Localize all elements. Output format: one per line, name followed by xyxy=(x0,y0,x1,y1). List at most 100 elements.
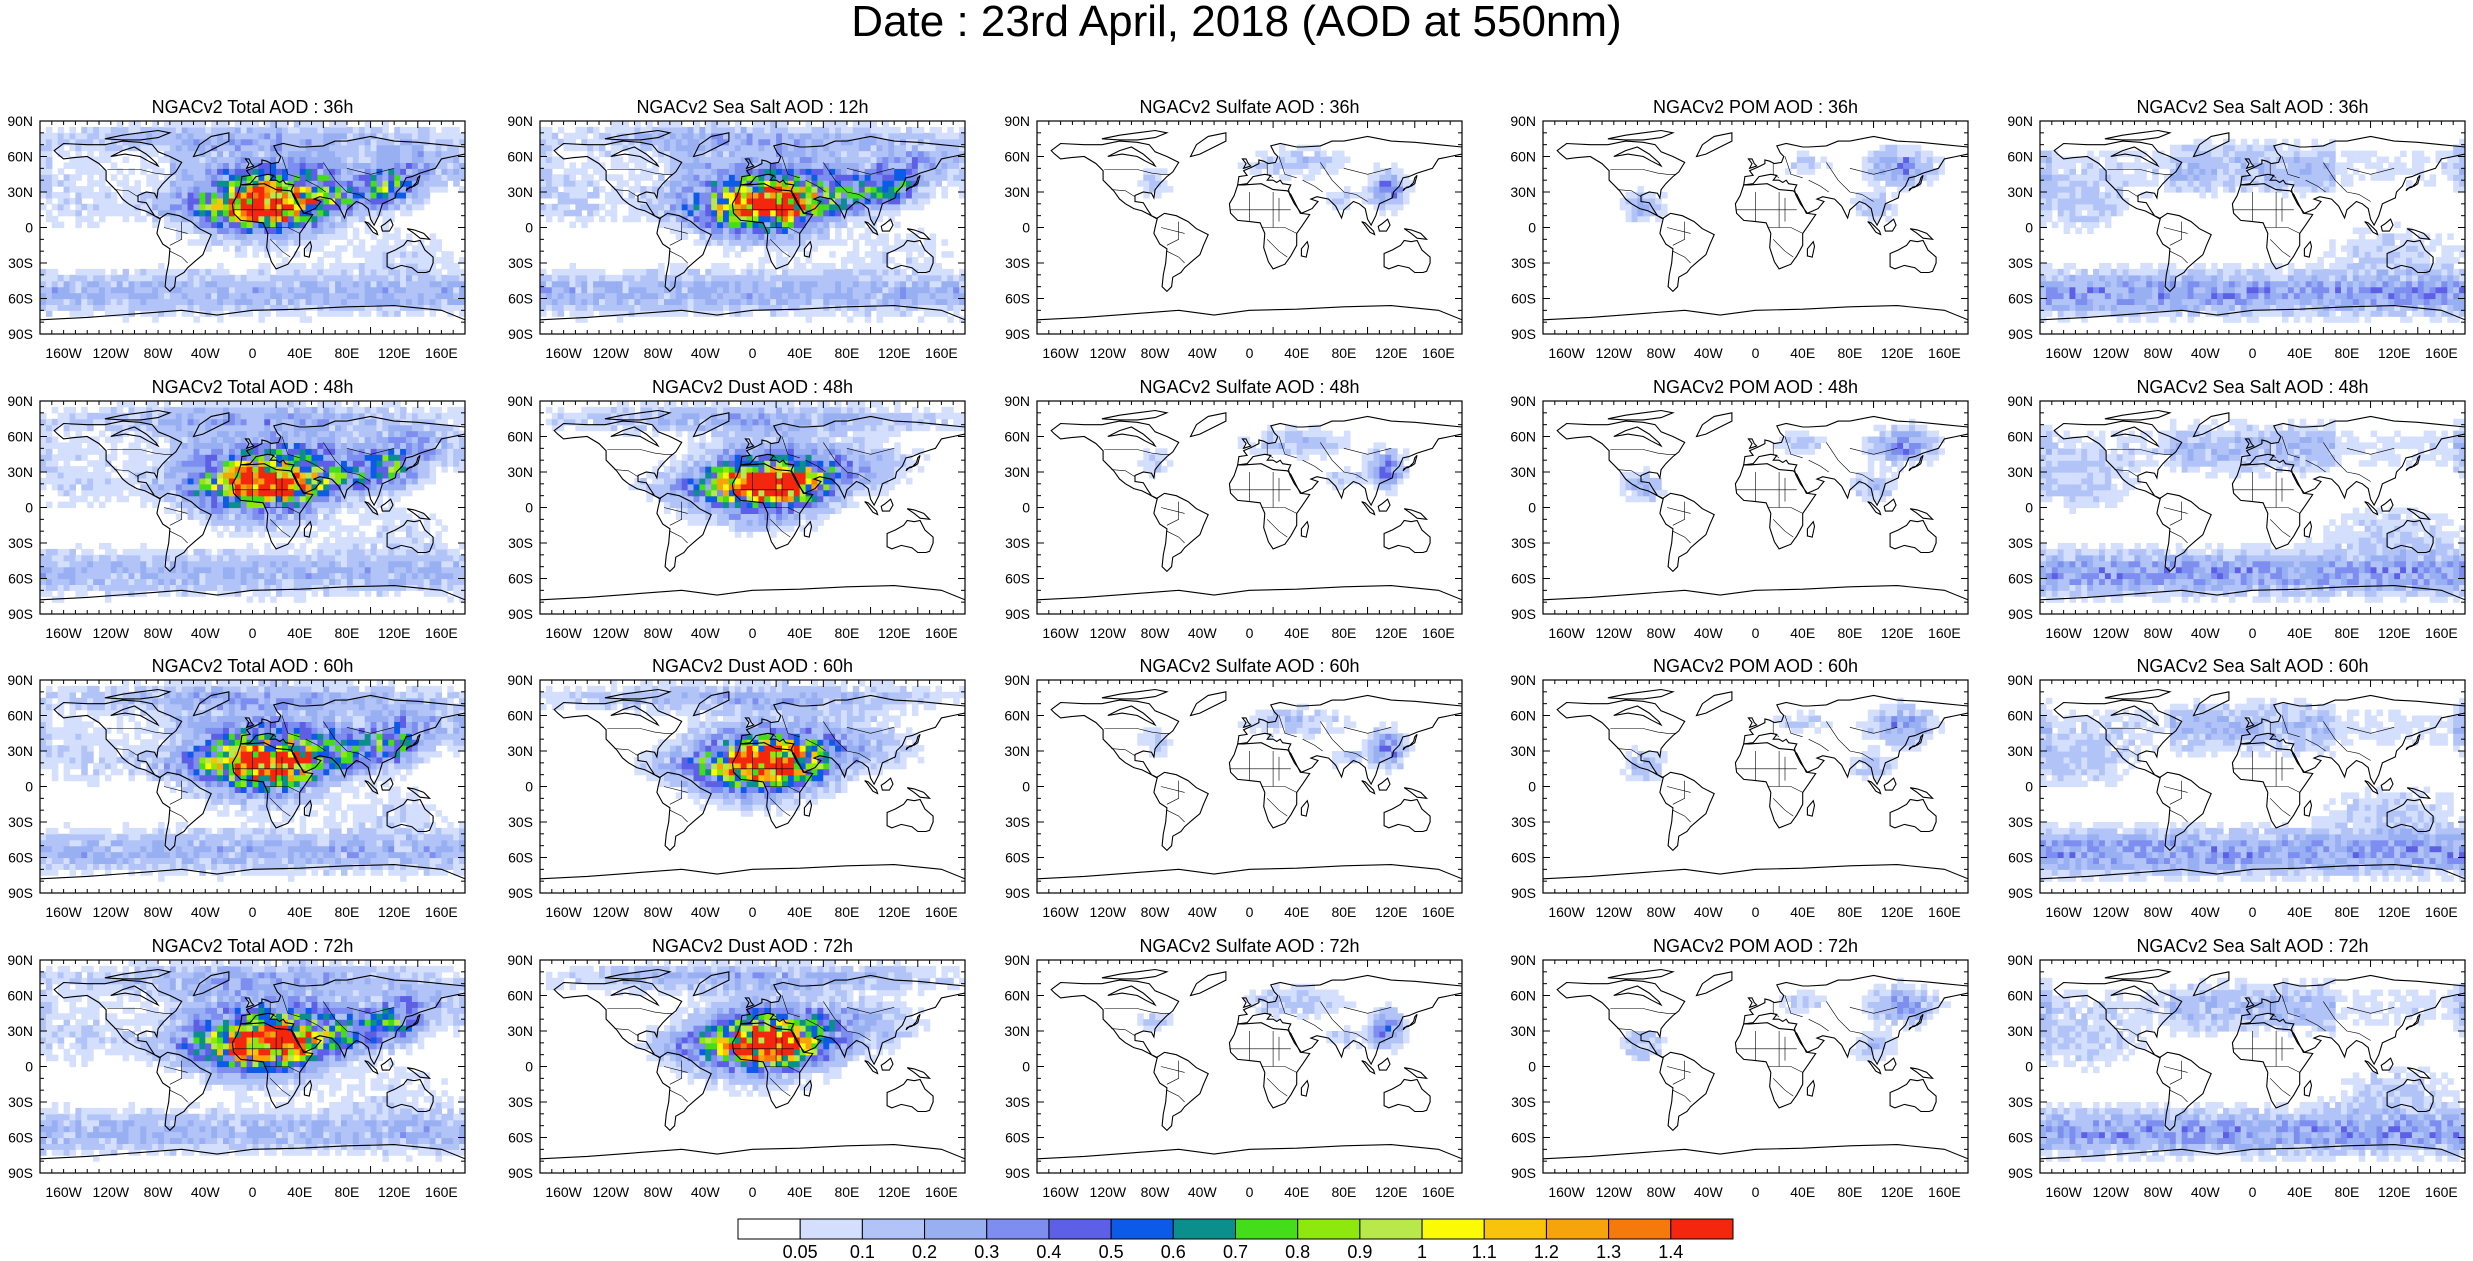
aod-cell xyxy=(453,292,460,300)
aod-cell xyxy=(876,156,883,163)
aod-cell xyxy=(711,268,718,276)
aod-cell xyxy=(217,168,224,175)
aod-cell xyxy=(805,144,813,152)
aod-cell xyxy=(346,215,354,223)
aod-cell xyxy=(687,192,695,199)
aod-cell xyxy=(770,304,777,311)
aod-cell xyxy=(453,138,460,146)
aod-cell xyxy=(770,197,777,205)
aod-cell xyxy=(646,203,653,211)
aod-cell xyxy=(2040,150,2047,158)
aod-cell xyxy=(888,138,895,146)
aod-cell xyxy=(364,162,372,169)
aod-cell xyxy=(728,268,736,276)
aod-cell xyxy=(453,280,460,288)
aod-cell xyxy=(317,286,324,294)
aod-cell xyxy=(817,268,824,276)
aod-cell xyxy=(717,192,724,199)
aod-cell xyxy=(1284,156,1292,163)
aod-cell xyxy=(2087,203,2094,211)
aod-cell xyxy=(941,132,948,140)
aod-cell xyxy=(270,192,277,199)
aod-cell xyxy=(388,215,395,223)
aod-cell xyxy=(140,203,147,211)
aod-cell xyxy=(917,227,925,234)
aod-cell xyxy=(205,209,212,217)
aod-cell xyxy=(864,233,872,240)
aod-cell xyxy=(640,126,647,134)
aod-cell xyxy=(841,150,848,158)
aod-cell xyxy=(1261,162,1268,169)
aod-cell xyxy=(187,286,195,294)
aod-cell xyxy=(270,209,277,217)
aod-cell xyxy=(417,144,425,152)
aod-cell xyxy=(1161,180,1168,187)
aod-cell xyxy=(551,132,559,140)
aod-cell xyxy=(305,221,313,229)
aod-cell xyxy=(906,168,913,175)
aod-cell xyxy=(2134,304,2141,311)
aod-cell xyxy=(358,203,366,211)
aod-cell xyxy=(270,174,277,181)
aod-cell xyxy=(164,298,171,305)
aod-cell xyxy=(187,156,195,163)
aod-cell xyxy=(604,298,612,305)
aod-cell xyxy=(2057,180,2065,187)
aod-cell xyxy=(829,221,836,229)
aod-cell xyxy=(406,239,413,246)
aod-cell xyxy=(341,197,348,205)
aod-cell xyxy=(628,186,635,193)
aod-cell xyxy=(693,156,700,163)
aod-cell xyxy=(459,257,465,264)
country-border xyxy=(805,179,826,193)
aod-cell xyxy=(2045,150,2053,158)
aod-cell xyxy=(723,233,730,240)
aod-cell xyxy=(293,239,301,246)
aod-cell xyxy=(2140,292,2147,300)
aod-cell xyxy=(864,280,872,288)
aod-cell xyxy=(164,280,171,288)
aod-cell xyxy=(211,180,218,187)
aod-cell xyxy=(187,280,195,288)
aod-cell xyxy=(2093,310,2100,317)
aod-cell xyxy=(699,197,706,205)
aod-cell xyxy=(852,274,860,282)
aod-cell xyxy=(400,292,407,300)
aod-cell xyxy=(152,298,159,305)
aod-cell xyxy=(282,144,289,152)
aod-cell xyxy=(376,304,383,311)
aod-cell xyxy=(252,280,259,288)
aod-cell xyxy=(563,274,571,282)
lon-tick-label: 80E xyxy=(1331,345,1356,361)
aod-cell xyxy=(734,150,742,158)
aod-cell xyxy=(835,286,842,294)
aod-cell xyxy=(51,221,59,229)
aod-cell xyxy=(1267,162,1274,169)
aod-cell xyxy=(876,162,883,169)
aod-cell xyxy=(411,292,419,300)
aod-cell xyxy=(152,121,159,128)
aod-cell xyxy=(870,292,878,300)
aod-cell xyxy=(299,215,307,223)
aod-cell xyxy=(799,227,807,234)
aod-cell xyxy=(658,174,665,181)
aod-cell xyxy=(140,132,147,140)
aod-cell xyxy=(581,186,588,193)
aod-cell xyxy=(911,162,919,169)
aod-cell xyxy=(246,126,254,134)
aod-cell xyxy=(264,197,271,205)
aod-cell xyxy=(569,304,576,311)
aod-cell xyxy=(711,239,718,246)
aod-cell xyxy=(723,274,730,282)
aod-cell xyxy=(293,144,301,152)
aod-cell xyxy=(687,215,695,223)
aod-cell xyxy=(2122,162,2130,169)
aod-cell xyxy=(540,180,547,187)
aod-cell xyxy=(723,197,730,205)
aod-cell xyxy=(935,292,942,300)
aod-cell xyxy=(87,298,94,305)
aod-cell xyxy=(323,292,330,300)
aod-cell xyxy=(888,245,895,252)
aod-cell xyxy=(799,174,807,181)
aod-cell xyxy=(841,174,848,181)
